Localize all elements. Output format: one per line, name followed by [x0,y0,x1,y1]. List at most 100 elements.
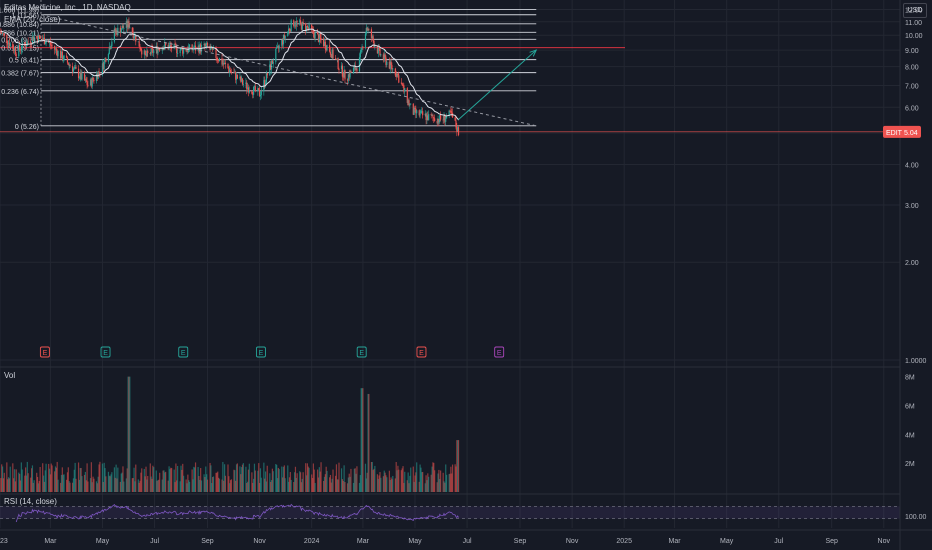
candle-body [18,45,20,57]
volume-bar [246,483,248,492]
candle-body [312,29,314,34]
projection-arrow-head [529,49,538,57]
volume-bar [358,482,361,492]
volume-bar [6,462,8,492]
volume-bar [164,472,166,492]
candle-body [56,50,58,57]
earnings-marker[interactable] [255,346,266,358]
volume-bar [56,461,58,492]
candle-body [241,78,244,85]
candle-body [188,47,190,52]
candle-body [306,25,309,28]
candle-body [216,58,218,60]
volume-bar [60,474,63,492]
candle-body [122,25,124,29]
fib-level-label: 1 (11.56) [11,13,39,20]
volume-bar [30,468,33,492]
volume-bar [42,463,44,492]
candle-body [89,79,92,86]
earnings-marker[interactable] [494,346,505,358]
volume-bar [45,463,47,492]
user-drawings[interactable] [0,14,900,133]
price-axis[interactable]: 12.0011.0010.009.008.007.006.005.004.003… [883,0,927,550]
volume-bar [430,474,432,492]
candle-body [206,42,208,46]
volume-bar [388,470,390,492]
candle-body [164,42,166,48]
volume-bar [206,474,208,492]
candle-body [25,45,28,47]
volume-bar [419,464,421,492]
candle-body [270,64,272,70]
volume-bar [344,482,346,492]
candle-body [85,78,87,82]
candle-body [234,72,236,74]
candle-body [75,66,77,69]
currency-button[interactable]: USD [903,3,927,18]
volume-bar [224,475,227,492]
candle-body [376,45,379,54]
volume-bar [165,471,167,492]
fibonacci-retracement[interactable]: 1.272 (13.28)1 (11.56)1.068 (11.99)0.886… [0,0,625,131]
earnings-marker-label: E [419,350,424,357]
volume-bar [103,462,105,492]
volume-bar [414,475,416,492]
earnings-marker[interactable] [39,346,50,358]
ema-indicator-label[interactable]: EMA (20, close) [4,15,61,24]
candle-body [450,111,452,113]
candle-body [60,51,63,59]
earnings-marker[interactable] [356,346,367,358]
volume-bar [97,476,99,492]
projection-arrow[interactable] [458,49,537,120]
candle-body [2,33,5,35]
candle-body [299,20,301,23]
candle-body [409,104,411,106]
volume-bar [426,480,428,492]
candle-body [362,46,364,49]
volume-bar [389,480,391,492]
earnings-marker[interactable] [416,346,427,358]
volume-bar [1,466,4,492]
candle-body [438,118,440,123]
earnings-marker[interactable] [100,346,111,358]
candle-body [433,117,435,119]
time-tick-label: Sep [825,538,838,545]
volume-bar [116,478,118,492]
candle-body [84,78,86,81]
downtrend-line[interactable] [40,14,537,127]
volume-bar [54,466,57,492]
earnings-marker[interactable] [178,346,189,358]
volume-bar [107,471,110,492]
volume-bar [114,477,116,492]
candle-body [317,32,319,35]
volume-bar [42,475,45,492]
candle-body [54,48,57,50]
volume-bar [319,471,321,492]
volume-bar [66,472,69,492]
candle-body [403,85,405,92]
earnings-marker-label: E [497,350,502,357]
candle-body [296,21,298,23]
volume-bar [180,465,182,492]
candle-body [78,77,81,79]
time-axis[interactable]: 2023 Mar May Jul Sep Nov 2024 Mar May Jul Sep Nov 20… [0,529,932,545]
rsi-label: RSI (14, close) [4,497,57,506]
candle-body [144,50,146,55]
candle-body [227,64,229,69]
candle-body [454,117,456,121]
candle-body [215,48,217,59]
fib-level-label: 0 (5.26) [15,124,39,131]
volume-bar [163,470,165,492]
candle-body [159,49,161,51]
volume-bar [137,479,139,492]
volume-bar [182,475,185,492]
volume-bar [36,476,39,492]
candle-body [138,41,140,47]
volume-bar [247,481,249,492]
volume-bar [445,474,448,492]
volume-bar [432,462,434,492]
volume-bar [66,479,68,492]
volume-bar [15,469,17,492]
